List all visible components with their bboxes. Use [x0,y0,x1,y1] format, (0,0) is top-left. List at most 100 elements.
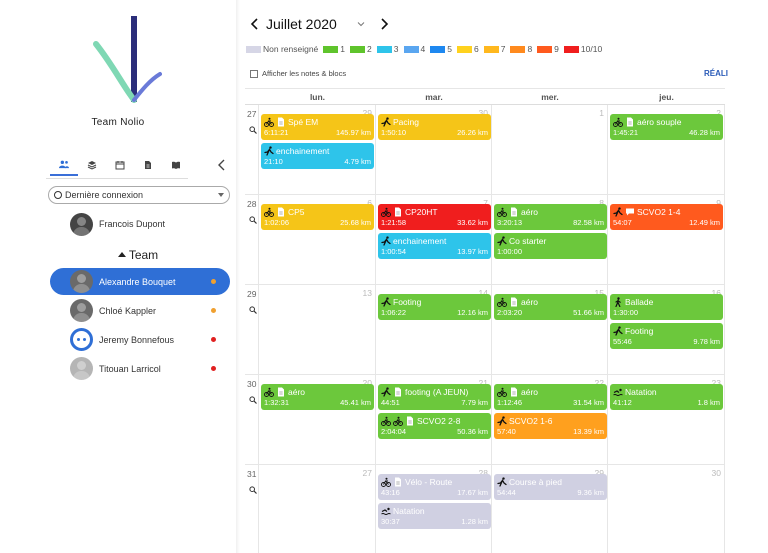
realised-tab[interactable]: RÉALI [704,69,728,78]
activity-title: CP5 [288,206,305,217]
activity-title: aéro [288,386,306,397]
legend-swatch [510,45,526,53]
day-cell[interactable]: 8 aéro 3:20:13 82.58 km Co starter 1:00:00 [492,195,608,284]
activity-stats: 1:21:58 33.62 km [381,218,488,227]
activity-card[interactable]: SCVO2 2-8 2:04:04 50.36 km [378,413,491,439]
doc-icon [278,117,284,126]
activity-card[interactable]: Footing 55:46 9.78 km [610,323,723,349]
doc-icon [278,207,284,216]
activity-card[interactable]: Footing 1:06:22 12.16 km [378,294,491,320]
activity-card[interactable]: Natation 41:12 1.8 km [610,384,723,410]
activity-distance: 1.8 km [697,398,720,407]
activity-card[interactable]: enchainement 21:10 4.79 km [261,143,374,169]
activity-header: aéro [264,385,371,398]
activity-header: Ballade [613,295,720,308]
day-cell[interactable]: 16 Ballade 1:30:00 Footing 55:46 9.78 km [608,285,725,374]
activity-stats: 1:06:22 12.16 km [381,308,488,317]
bike-icon [381,207,391,217]
search-icon[interactable] [249,126,257,134]
search-icon[interactable] [249,486,257,494]
activity-stats: 1:45:21 46.28 km [613,128,720,137]
activity-title: Pacing [393,116,419,127]
chevron-down-icon[interactable] [357,20,365,28]
activity-card[interactable]: Pacing 1:50:10 26.26 km [378,114,491,140]
activity-card[interactable]: Course à pied 54:44 9.36 km [494,474,607,500]
athlete-item[interactable]: Chloé Kappler [50,297,230,324]
activity-card[interactable]: aéro souple 1:45:21 46.28 km [610,114,723,140]
activity-stats: 1:30:00 [613,308,720,317]
run-icon [497,476,507,487]
tab-calendar[interactable] [106,154,134,176]
day-cell[interactable]: 6 CP5 1:02:06 25.68 km [259,195,376,284]
doc-icon [278,387,284,396]
tab-layers[interactable] [78,154,106,176]
sort-dropdown[interactable]: Dernière connexion [48,186,230,204]
activity-card[interactable]: SCVO2 1-4 54:07 12.49 km [610,204,723,230]
day-cell[interactable]: 29 Spé EM 6:11:21 145.97 km enchainement 21:1… [259,105,376,194]
day-cell[interactable]: 23 Natation 41:12 1.8 km [608,375,725,464]
activity-card[interactable]: CP20HT 1:21:58 33.62 km [378,204,491,230]
day-number: 14 [478,288,488,298]
activity-card[interactable]: aéro 3:20:13 82.58 km [494,204,607,230]
day-number: 28 [478,468,488,478]
activity-duration: 1:21:58 [381,218,407,227]
day-number: 15 [594,288,604,298]
prev-month-icon[interactable] [250,17,260,31]
day-cell[interactable]: 2 aéro souple 1:45:21 46.28 km [608,105,725,194]
group-title[interactable]: Team [0,248,276,262]
day-number: 23 [711,378,721,388]
search-icon[interactable] [249,216,257,224]
activity-card[interactable]: Vélo - Route 43:16 17.67 km [378,474,491,500]
activity-title: Footing [393,296,422,307]
athlete-item[interactable]: Titouan Larricol [50,355,230,382]
activity-card[interactable]: aéro 1:12:46 31.54 km [494,384,607,410]
legend-label: 2 [367,44,372,54]
activity-duration: 44:51 [381,398,400,407]
activity-card[interactable]: Co starter 1:00:00 [494,233,607,259]
week-number: 29 [247,289,257,299]
notes-checkbox[interactable] [250,69,258,78]
search-icon[interactable] [249,306,257,314]
activity-card[interactable]: aéro 1:32:31 45.41 km [261,384,374,410]
coach-item[interactable]: Francois Dupont [70,212,165,236]
activity-card[interactable]: footing (A JEUN) 44:51 7.79 km [378,384,491,410]
activity-card[interactable]: CP5 1:02:06 25.68 km [261,204,374,230]
notes-toggle[interactable]: Afficher les notes & blocs [250,69,346,78]
athlete-item[interactable]: Jeremy Bonnefous [50,326,230,353]
day-cell[interactable]: 22 aéro 1:12:46 31.54 km SCVO2 1-6 57:40 13.39… [492,375,608,464]
tab-file[interactable] [134,154,162,176]
day-cell[interactable]: 7 CP20HT 1:21:58 33.62 km enchainement 1:00:5… [376,195,492,284]
activity-card[interactable]: Ballade 1:30:00 [610,294,723,320]
day-cell[interactable]: 27 [259,465,376,553]
day-number: 13 [362,288,372,298]
day-header: mar. [376,88,492,105]
day-cell[interactable]: 9 SCVO2 1-4 54:07 12.49 km [608,195,725,284]
next-month-icon[interactable] [379,17,389,31]
activity-card[interactable]: aéro 2:03:20 51.66 km [494,294,607,320]
tab-book[interactable] [162,154,190,176]
week-number-cell: 31 [245,465,259,553]
activity-card[interactable]: Natation 30:37 1.28 km [378,503,491,529]
tab-athletes[interactable] [50,154,78,176]
chevron-left-icon[interactable] [216,158,228,172]
day-cell[interactable]: 1 [492,105,608,194]
day-cell[interactable]: 13 [259,285,376,374]
day-cell[interactable]: 30 [608,465,725,553]
day-cell[interactable]: 30 Pacing 1:50:10 26.26 km [376,105,492,194]
activity-card[interactable]: enchainement 1:00:54 13.97 km [378,233,491,259]
athlete-item[interactable]: Alexandre Bouquet [50,268,230,295]
search-icon[interactable] [249,396,257,404]
activity-card[interactable]: Spé EM 6:11:21 145.97 km [261,114,374,140]
day-cell[interactable]: 20 aéro 1:32:31 45.41 km [259,375,376,464]
day-cell[interactable]: 29 Course à pied 54:44 9.36 km [492,465,608,553]
activity-header: enchainement [264,144,371,157]
activity-card[interactable]: SCVO2 1-6 57:40 13.39 km [494,413,607,439]
day-cell[interactable]: 15 aéro 2:03:20 51.66 km [492,285,608,374]
day-number: 30 [711,468,721,478]
day-cell[interactable]: 14 Footing 1:06:22 12.16 km [376,285,492,374]
day-cell[interactable]: 21 footing (A JEUN) 44:51 7.79 km SCVO2 2-8 2… [376,375,492,464]
week-row: 29 13 14 Footing 1:06:22 12.16 km 15 aéro 2:03:2… [245,285,725,375]
day-cell[interactable]: 28 Vélo - Route 43:16 17.67 km Natation 30:37… [376,465,492,553]
activity-title: Vélo - Route [405,476,453,487]
activity-distance: 13.39 km [573,427,604,436]
